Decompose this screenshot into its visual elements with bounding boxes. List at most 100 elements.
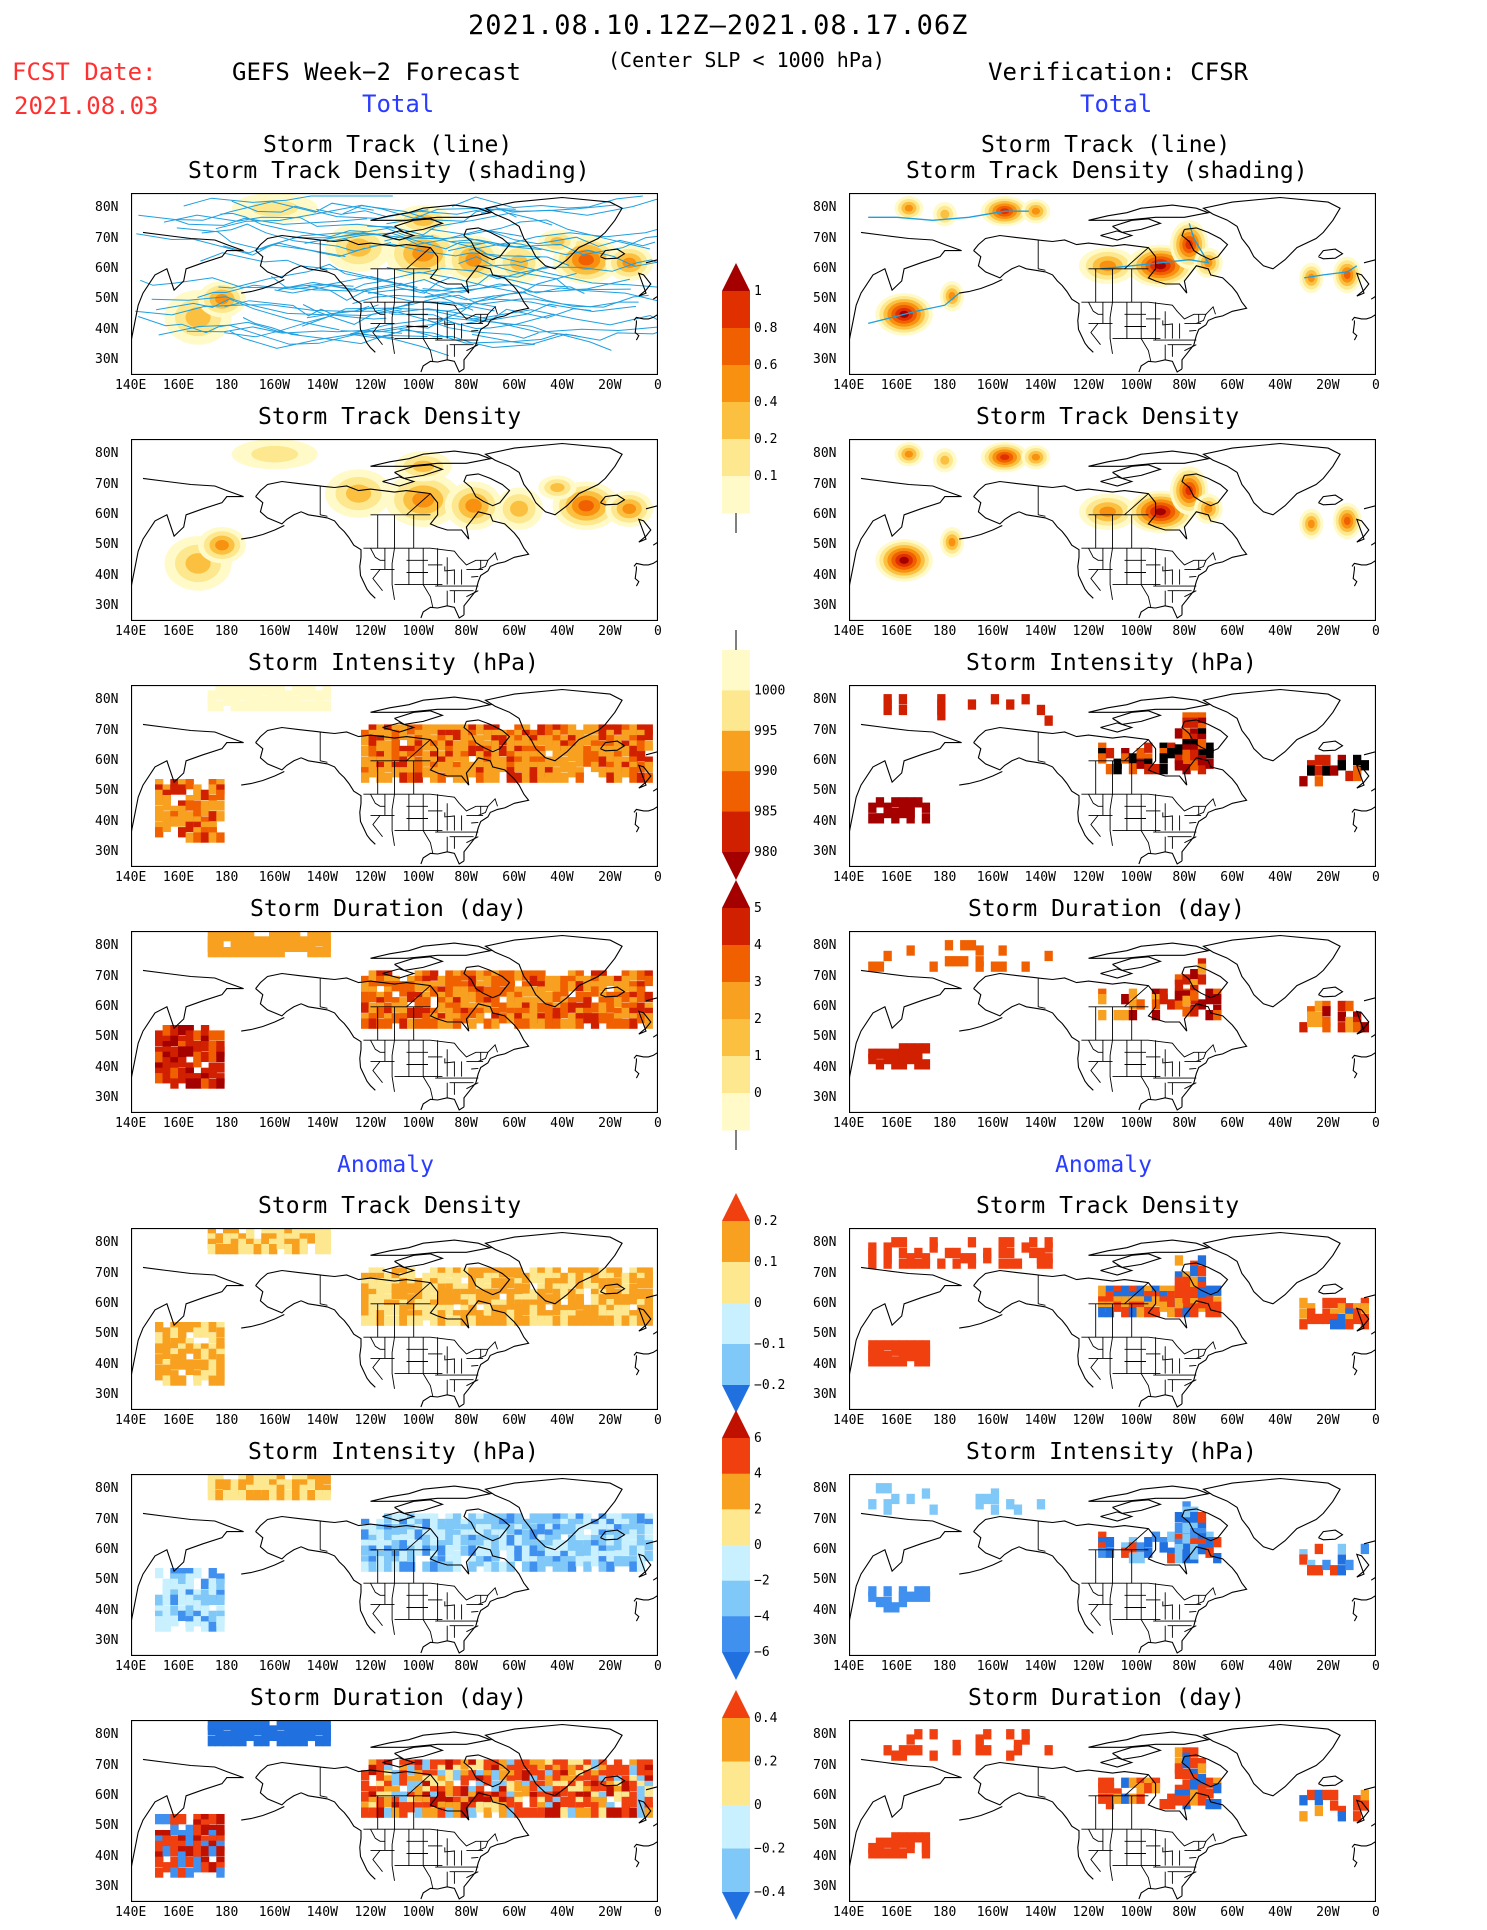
grid-cell	[422, 1278, 431, 1289]
grid-cell	[1159, 1537, 1168, 1548]
grid-cell	[598, 1013, 607, 1024]
grid-cell	[644, 740, 653, 751]
grid-cell	[376, 740, 385, 751]
grid-cell	[1182, 749, 1191, 760]
grid-cell	[483, 975, 492, 987]
grid-cell	[1144, 753, 1153, 764]
grid-cell	[155, 1846, 164, 1857]
grid-cell	[208, 811, 217, 822]
grid-cell	[868, 1591, 877, 1602]
grid-cell	[1190, 1276, 1199, 1287]
grid-cell	[414, 1770, 423, 1781]
grid-cell	[475, 1007, 485, 1019]
grid-cell	[299, 1474, 308, 1485]
grid-cell	[1197, 999, 1207, 1010]
grid-cell	[216, 1343, 225, 1354]
grid-cell	[445, 1267, 454, 1278]
grid-cell	[621, 1791, 630, 1802]
grid-cell	[178, 827, 187, 838]
grid-cell	[914, 1729, 923, 1740]
grid-cell	[537, 1310, 546, 1321]
grid-cell	[514, 1007, 523, 1019]
grid-cell	[376, 729, 385, 741]
lon-tick-label: 140E	[115, 378, 147, 393]
lon-tick-label: 140W	[1024, 1116, 1056, 1131]
grid-cell	[583, 1534, 592, 1546]
grid-cell	[475, 745, 485, 757]
grid-cell	[200, 1616, 210, 1627]
grid-cell	[162, 1348, 171, 1359]
grid-cell	[491, 1294, 500, 1305]
grid-cell	[185, 1605, 194, 1616]
grid-cell	[906, 1350, 915, 1362]
grid-cell	[361, 1013, 370, 1024]
grid-cell	[529, 1545, 538, 1556]
storm-track-line	[488, 291, 649, 308]
lon-tick-label: 100W	[402, 1905, 434, 1920]
grid-cell	[276, 941, 285, 952]
grid-cell	[178, 1610, 187, 1621]
grid-cell	[960, 940, 969, 951]
grid-cell	[575, 1513, 584, 1524]
storm-track-line	[449, 235, 658, 256]
grid-cell	[567, 751, 577, 762]
grid-cell	[583, 991, 592, 1003]
grid-cell	[621, 1018, 630, 1029]
grid-cell	[483, 1304, 492, 1316]
colorbar-density: 10.80.60.40.20.1	[722, 263, 778, 533]
grid-cell	[514, 1807, 523, 1818]
grid-cell	[598, 756, 607, 767]
grid-cell	[621, 1775, 630, 1786]
grid-cell	[514, 740, 523, 751]
grid-cell	[193, 1835, 202, 1846]
grid-cell	[1197, 755, 1207, 766]
grid-cell	[1337, 754, 1346, 766]
grid-cell	[1182, 728, 1191, 739]
grid-cell	[567, 1764, 577, 1776]
grid-cell	[200, 1030, 210, 1041]
grid-cell	[1190, 728, 1199, 739]
grid-cell	[407, 981, 416, 992]
grid-cell	[193, 827, 202, 838]
lon-tick-label: 80W	[1172, 1116, 1196, 1131]
grid-cell	[629, 1007, 638, 1019]
storm-track-line	[135, 304, 379, 316]
grid-cell	[491, 761, 500, 773]
left-anom-density-title: Storm Track Density	[258, 1193, 522, 1219]
grid-cell	[583, 997, 592, 1008]
colorbar-label: 0.6	[754, 358, 777, 373]
colorbar-label: 0.2	[754, 1755, 777, 1770]
grid-cell	[414, 761, 423, 773]
grid-cell	[613, 1267, 623, 1278]
grid-cell	[1098, 1537, 1107, 1548]
right-intensity-title: Storm Intensity (hPa)	[966, 650, 1257, 676]
grid-cell	[193, 1327, 202, 1338]
grid-cell	[629, 1807, 638, 1818]
grid-cell	[883, 1848, 892, 1859]
grid-cell	[1190, 1538, 1199, 1549]
grid-cell	[399, 1018, 408, 1029]
grid-cell	[200, 1589, 210, 1600]
grid-cell	[514, 1299, 523, 1310]
grid-cell	[544, 756, 554, 767]
grid-cell	[598, 1267, 607, 1278]
grid-cell	[155, 1332, 164, 1343]
lat-tick-label: 40N	[95, 1356, 119, 1372]
grid-cell	[155, 1030, 164, 1041]
grid-cell	[452, 1534, 462, 1546]
grid-cell	[1121, 1291, 1130, 1302]
grid-cell	[269, 701, 278, 712]
grid-cell	[898, 694, 908, 705]
grid-cell	[437, 1272, 446, 1284]
grid-cell	[898, 1350, 908, 1362]
lat-tick-label: 80N	[813, 692, 837, 708]
grid-cell	[606, 1540, 615, 1551]
grid-cell	[621, 1518, 630, 1530]
grid-cell	[185, 1078, 194, 1089]
grid-cell	[636, 1786, 646, 1797]
grid-cell	[983, 1493, 992, 1505]
grid-cell	[491, 767, 500, 778]
grid-cell	[207, 1244, 216, 1255]
grid-cell	[875, 813, 885, 824]
grid-cell	[384, 1764, 393, 1776]
